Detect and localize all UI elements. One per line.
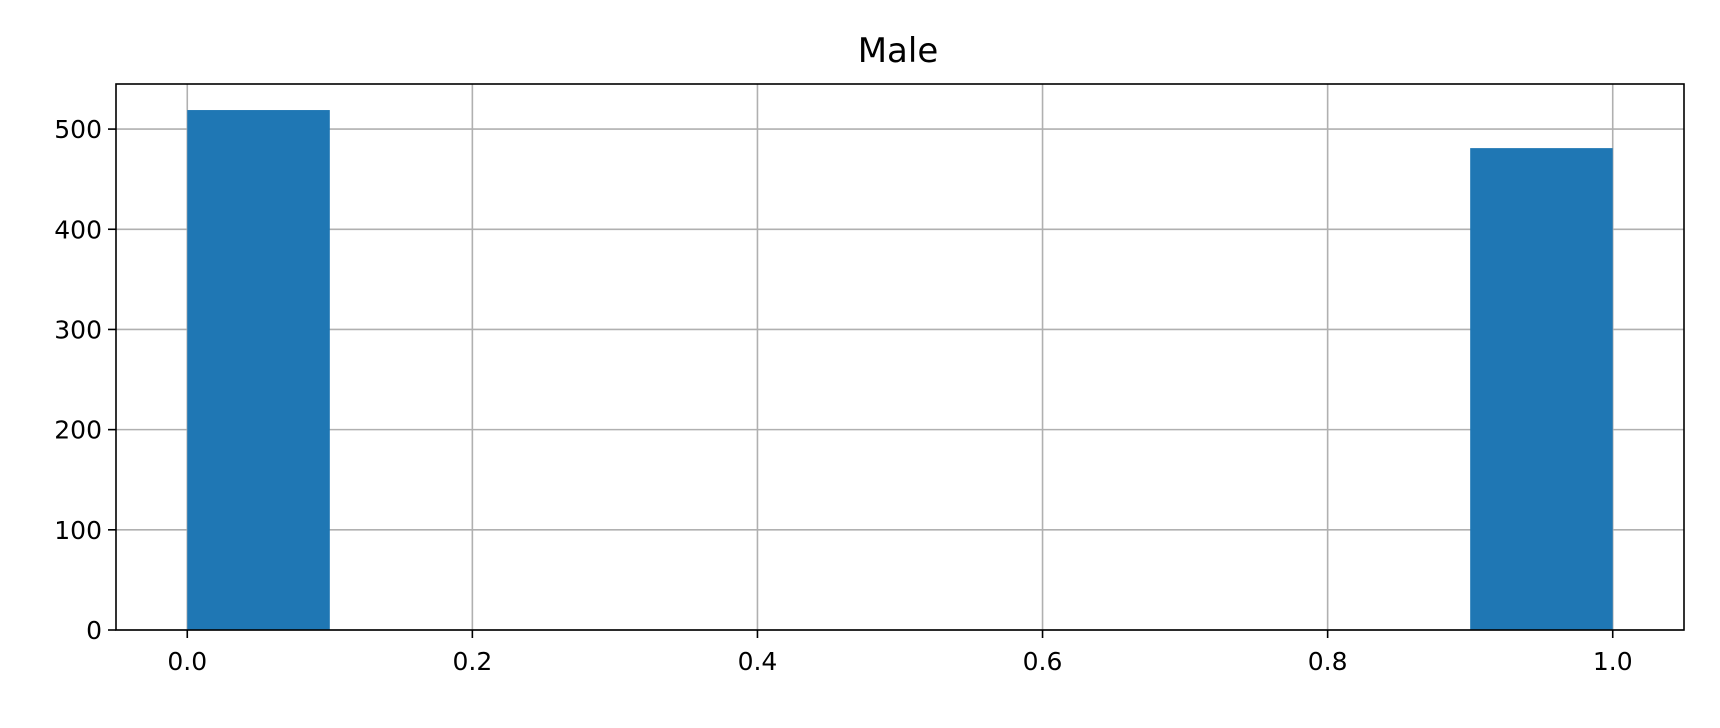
y-tick-label: 200 [54,416,102,445]
histogram-bar [187,110,330,630]
chart-title: Male [858,31,939,71]
x-tick-label: 0.2 [452,647,492,676]
x-tick-label: 0.6 [1023,647,1063,676]
x-tick-label: 0.8 [1308,647,1348,676]
y-tick-label: 100 [54,516,102,545]
bars [187,110,1613,630]
x-axis-ticks: 0.0 0.2 0.4 0.6 0.8 1.0 [167,630,1633,676]
x-tick-label: 0.4 [738,647,778,676]
plot-frame [115,83,1685,631]
x-tick-label: 1.0 [1593,647,1633,676]
y-tick-label: 0 [86,616,102,645]
y-axis-ticks: 0 100 200 300 400 500 [54,115,116,645]
y-tick-label: 500 [54,115,102,144]
grid-lines [116,84,1684,631]
y-tick-label: 400 [54,215,102,244]
y-tick-label: 300 [54,315,102,344]
histogram-bar [1470,148,1613,630]
x-tick-label: 0.0 [167,647,207,676]
